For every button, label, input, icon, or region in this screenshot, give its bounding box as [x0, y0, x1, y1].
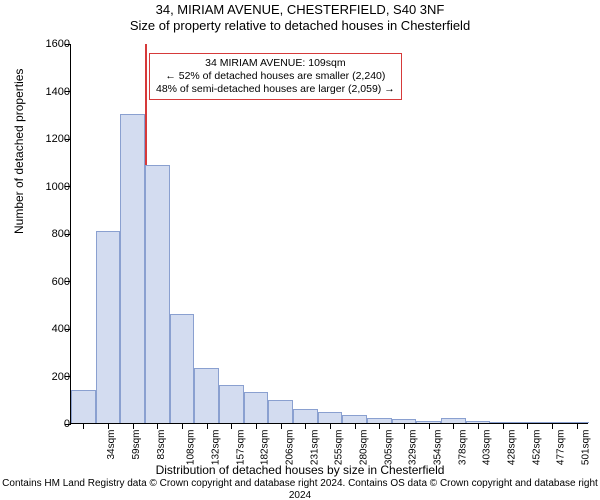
- x-tick: [133, 423, 134, 429]
- title-address: 34, MIRIAM AVENUE, CHESTERFIELD, S40 3NF: [0, 2, 600, 17]
- histogram-bar: [170, 314, 195, 423]
- x-tick-label: 403sqm: [482, 430, 493, 466]
- chart-container: 34, MIRIAM AVENUE, CHESTERFIELD, S40 3NF…: [0, 0, 600, 500]
- y-tick-label: 400: [52, 323, 70, 335]
- x-tick-label: 231sqm: [309, 430, 320, 466]
- x-tick-label: 280sqm: [359, 430, 370, 466]
- histogram-bar: [145, 165, 170, 423]
- x-tick: [379, 423, 380, 429]
- x-tick: [577, 423, 578, 429]
- x-tick: [182, 423, 183, 429]
- info-box-line1: 34 MIRIAM AVENUE: 109sqm: [156, 57, 395, 70]
- info-box-line2: ← 52% of detached houses are smaller (2,…: [156, 70, 395, 83]
- y-tick-label: 200: [52, 371, 70, 383]
- x-tick-label: 428sqm: [507, 430, 518, 466]
- y-tick-label: 600: [52, 276, 70, 288]
- x-tick: [108, 423, 109, 429]
- x-tick: [157, 423, 158, 429]
- marker-info-box: 34 MIRIAM AVENUE: 109sqm ← 52% of detach…: [149, 53, 402, 100]
- histogram-bar: [120, 114, 145, 423]
- x-tick: [231, 423, 232, 429]
- x-tick-label: 255sqm: [334, 430, 345, 466]
- x-tick: [281, 423, 282, 429]
- y-tick-label: 1200: [46, 133, 70, 145]
- x-tick-label: 157sqm: [235, 430, 246, 466]
- y-tick-label: 0: [64, 418, 70, 430]
- y-axis-title: Number of detached properties: [12, 69, 26, 234]
- x-tick-label: 378sqm: [457, 430, 468, 466]
- x-tick: [330, 423, 331, 429]
- y-tick-label: 1600: [46, 38, 70, 50]
- x-tick-label: 354sqm: [433, 430, 444, 466]
- x-axis-title: Distribution of detached houses by size …: [0, 463, 600, 477]
- x-tick-label: 206sqm: [285, 430, 296, 466]
- x-tick: [83, 423, 84, 429]
- x-tick: [552, 423, 553, 429]
- x-tick: [207, 423, 208, 429]
- x-tick-label: 108sqm: [186, 430, 197, 466]
- x-tick: [453, 423, 454, 429]
- title-subtitle: Size of property relative to detached ho…: [0, 18, 600, 33]
- histogram-bar: [318, 412, 343, 423]
- histogram-bar: [96, 231, 121, 423]
- x-tick: [527, 423, 528, 429]
- plot-area: 34 MIRIAM AVENUE: 109sqm ← 52% of detach…: [70, 44, 588, 424]
- x-tick: [478, 423, 479, 429]
- y-tick-label: 800: [52, 228, 70, 240]
- x-tick-label: 132sqm: [211, 430, 222, 466]
- x-tick-label: 59sqm: [131, 430, 142, 460]
- x-tick: [355, 423, 356, 429]
- x-tick: [404, 423, 405, 429]
- x-tick-label: 477sqm: [556, 430, 567, 466]
- x-tick: [503, 423, 504, 429]
- x-tick: [256, 423, 257, 429]
- x-tick-label: 501sqm: [581, 430, 592, 466]
- info-box-line3: 48% of semi-detached houses are larger (…: [156, 83, 395, 96]
- x-tick: [429, 423, 430, 429]
- x-tick: [305, 423, 306, 429]
- histogram-bar: [244, 392, 269, 423]
- x-tick-label: 452sqm: [531, 430, 542, 466]
- footer-attribution: Contains HM Land Registry data © Crown c…: [0, 478, 600, 500]
- x-tick-label: 34sqm: [106, 430, 117, 460]
- histogram-bar: [71, 390, 96, 423]
- x-tick-label: 83sqm: [156, 430, 167, 460]
- x-tick-label: 329sqm: [408, 430, 419, 466]
- y-tick-label: 1400: [46, 86, 70, 98]
- footer-line1: Contains HM Land Registry data © Crown c…: [2, 478, 345, 489]
- histogram-bar: [268, 400, 293, 423]
- histogram-bar: [293, 409, 318, 423]
- y-tick-label: 1000: [46, 181, 70, 193]
- x-tick-label: 305sqm: [383, 430, 394, 466]
- histogram-bar: [219, 385, 244, 423]
- histogram-bar: [194, 368, 219, 423]
- histogram-bar: [342, 415, 367, 423]
- x-tick-label: 182sqm: [260, 430, 271, 466]
- title-block: 34, MIRIAM AVENUE, CHESTERFIELD, S40 3NF…: [0, 0, 600, 33]
